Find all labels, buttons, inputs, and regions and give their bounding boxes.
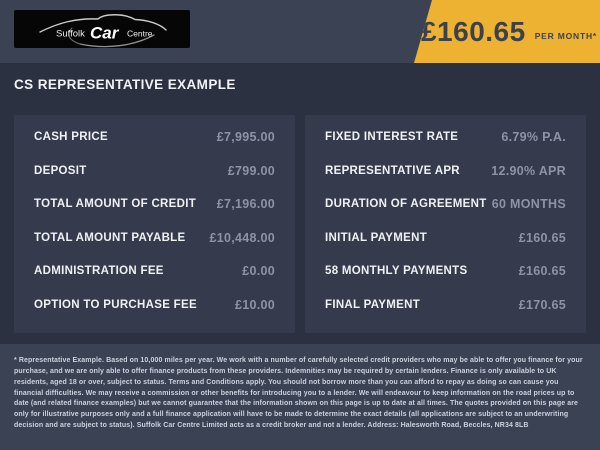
table-row: REPRESENTATIVE APR 12.90% APR	[325, 164, 566, 178]
row-label: ADMINISTRATION FEE	[34, 265, 164, 278]
table-row: FINAL PAYMENT £170.65	[325, 298, 566, 312]
table-row: FIXED INTEREST RATE 6.79% P.A.	[325, 130, 566, 144]
logo-word-car: Car	[90, 24, 120, 43]
row-label: OPTION TO PURCHASE FEE	[34, 298, 197, 311]
row-value: £160.65	[518, 230, 566, 245]
monthly-price-suffix: PER MONTH*	[534, 31, 598, 41]
table-row: DEPOSIT £799.00	[34, 164, 275, 178]
row-value: £799.00	[227, 163, 275, 178]
row-value: £0.00	[242, 264, 275, 279]
table-row: CASH PRICE £7,995.00	[34, 130, 275, 144]
row-value: £10,448.00	[209, 230, 275, 245]
row-label: CASH PRICE	[34, 131, 108, 143]
monthly-price-amount: £160.65	[420, 15, 526, 47]
row-label: DEPOSIT	[34, 164, 87, 177]
page-title: CS REPRESENTATIVE EXAMPLE	[14, 77, 236, 92]
footer: * Representative Example. Based on 10,00…	[0, 344, 600, 450]
table-row: OPTION TO PURCHASE FEE £10.00	[34, 298, 275, 312]
car-swoosh-logo-icon: Suffolk Car Centre	[39, 14, 167, 48]
row-value: 6.79% P.A.	[501, 130, 566, 144]
table-row: TOTAL AMOUNT OF CREDIT £7,196.00	[34, 197, 275, 211]
row-label: 58 MONTHLY PAYMENTS	[325, 265, 468, 278]
row-label: FINAL PAYMENT	[325, 298, 421, 311]
header: Suffolk Car Centre £160.65 PER MONTH*	[0, 0, 600, 63]
row-label: TOTAL AMOUNT OF CREDIT	[34, 198, 197, 211]
row-label: REPRESENTATIVE APR	[325, 164, 460, 177]
representative-example-disclaimer: * Representative Example. Based on 10,00…	[14, 357, 583, 430]
row-value: 12.90% APR	[491, 163, 566, 178]
row-value: 60 MONTHS	[491, 197, 566, 212]
logo-word-suffolk: Suffolk	[56, 29, 85, 40]
table-row: INITIAL PAYMENT £160.65	[325, 231, 566, 245]
finance-panel-right: FIXED INTEREST RATE 6.79% P.A. REPRESENT…	[305, 115, 586, 333]
row-label: DURATION OF AGREEMENT	[325, 198, 487, 211]
suffolk-car-centre-logo: Suffolk Car Centre	[14, 10, 190, 48]
row-label: FIXED INTEREST RATE	[325, 131, 459, 143]
row-value: £10.00	[234, 297, 275, 312]
row-value: £7,995.00	[216, 130, 275, 144]
monthly-price-banner: £160.65 PER MONTH*	[414, 0, 600, 63]
row-value: £160.65	[518, 264, 566, 279]
logo-word-centre: Centre	[127, 29, 153, 39]
table-row: 58 MONTHLY PAYMENTS £160.65	[325, 264, 566, 278]
row-label: INITIAL PAYMENT	[325, 231, 428, 244]
finance-panel-left: CASH PRICE £7,995.00 DEPOSIT £799.00 TOT…	[14, 115, 295, 333]
table-row: DURATION OF AGREEMENT 60 MONTHS	[325, 197, 566, 211]
row-label: TOTAL AMOUNT PAYABLE	[34, 231, 186, 244]
table-row: ADMINISTRATION FEE £0.00	[34, 264, 275, 278]
row-value: £7,196.00	[216, 197, 275, 212]
table-row: TOTAL AMOUNT PAYABLE £10,448.00	[34, 231, 275, 245]
row-value: £170.65	[518, 297, 566, 312]
